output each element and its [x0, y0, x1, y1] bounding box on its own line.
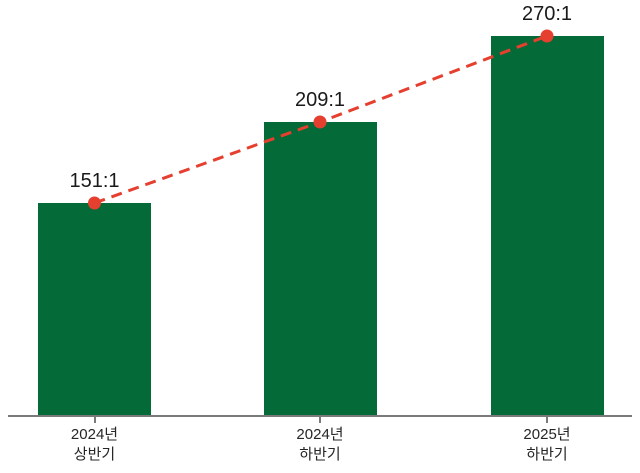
bar-2025-h2 [490, 36, 604, 416]
value-label-2025-h2: 270:1 [521, 3, 573, 25]
x-axis-tick-2024-h1 [93, 417, 96, 423]
x-axis-line [8, 415, 632, 417]
bar-2024-h1 [38, 203, 151, 416]
value-label-2024-h2: 209:1 [294, 89, 346, 111]
category-label-2024-h2: 2024년 하반기 [296, 426, 344, 464]
category-label-2025-h2: 2025년 하반기 [523, 426, 571, 464]
x-axis-tick-2025-h2 [546, 417, 548, 423]
bar-2024-h2 [263, 122, 377, 416]
value-label-2024-h1: 151:1 [69, 170, 120, 192]
category-label-2024-h1: 2024년 상반기 [70, 426, 119, 464]
x-axis-tick-2024-h2 [319, 417, 321, 423]
